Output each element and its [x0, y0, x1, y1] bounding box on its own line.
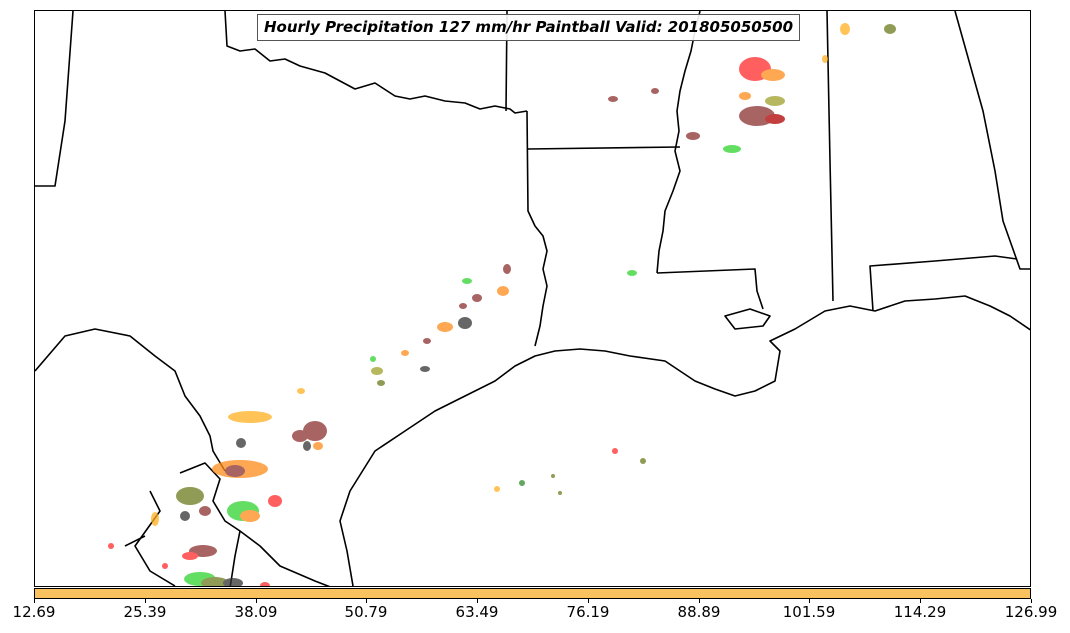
precip-blob: [313, 442, 323, 450]
mexico-state-border-3: [239, 530, 331, 586]
colorbar-tick: [1031, 599, 1032, 603]
ar-la-border: [527, 146, 681, 150]
colorbar-tick-label: 126.99: [1004, 603, 1058, 621]
colorbar-tick-label: 38.09: [234, 603, 278, 621]
colorbar-tick-label: 114.29: [893, 603, 947, 621]
colorbar-tick-label: 76.19: [566, 603, 610, 621]
precip-blob: [420, 366, 430, 372]
al-fl-border: [869, 255, 1018, 312]
mississippi-river: [656, 11, 701, 274]
colorbar-tick: [34, 599, 35, 603]
precip-blob: [423, 338, 431, 344]
ok-tx-border: [224, 11, 528, 114]
rio-grande: [35, 328, 226, 472]
precip-blob: [201, 577, 229, 586]
precip-blob: [558, 491, 562, 495]
precip-blob: [108, 543, 114, 549]
precip-blob: [437, 322, 453, 332]
precip-blob: [458, 317, 472, 329]
precip-blob: [640, 458, 646, 464]
precip-blob: [472, 294, 482, 302]
state-boundaries: [35, 11, 1030, 586]
precip-blob: [162, 563, 168, 569]
precip-blob: [260, 582, 270, 586]
precip-blob: [519, 480, 525, 486]
precip-blob: [840, 23, 850, 35]
precip-blob: [497, 286, 509, 296]
precip-blob: [151, 512, 159, 526]
precip-blob: [494, 486, 500, 492]
map-canvas: [35, 11, 1030, 586]
mexico-state-border-4: [124, 535, 146, 547]
map-panel: [34, 10, 1031, 587]
colorbar-tick: [256, 599, 257, 603]
colorbar-tick-label: 25.39: [123, 603, 167, 621]
precip-blob: [225, 465, 245, 477]
precip-blob: [297, 388, 305, 394]
al-ga-border: [954, 11, 1030, 270]
colorbar-tick-label: 50.79: [344, 603, 388, 621]
colorbar-tick-label: 101.59: [782, 603, 836, 621]
colorbar: [34, 588, 1031, 599]
map-title: Hourly Precipitation 127 mm/hr Paintball…: [257, 14, 801, 41]
colorbar-tick: [477, 599, 478, 603]
precip-blob: [236, 438, 246, 448]
precip-blob: [884, 24, 896, 34]
colorbar-tick: [699, 599, 700, 603]
colorbar-tick-label: 63.49: [455, 603, 499, 621]
precip-blob: [223, 578, 243, 586]
precip-blob: [459, 303, 467, 309]
precip-blob: [401, 350, 409, 356]
precip-blob: [371, 367, 383, 375]
precip-blob: [739, 92, 751, 100]
precip-blob: [268, 495, 282, 507]
colorbar-tick: [920, 599, 921, 603]
gulf-coast: [339, 295, 1030, 586]
precip-blob: [182, 552, 198, 560]
lake-pontchartrain: [724, 308, 771, 330]
precip-blob: [765, 96, 785, 106]
mexico-state-border-2: [134, 490, 176, 586]
nm-border: [35, 11, 74, 187]
precip-blob: [761, 69, 785, 81]
precip-blob: [199, 506, 211, 516]
precip-blob: [180, 511, 190, 521]
colorbar-tick-label: 12.69: [12, 603, 56, 621]
colorbar-tick: [145, 599, 146, 603]
precip-blob: [503, 264, 511, 274]
precip-blob: [765, 114, 785, 124]
la-ms-border: [656, 268, 764, 310]
colorbar-tick: [588, 599, 589, 603]
precip-blob: [176, 487, 204, 505]
precip-blob: [608, 96, 618, 102]
precip-blob: [822, 55, 828, 63]
precip-blob: [612, 448, 618, 454]
mexico-state-border-1: [179, 462, 241, 586]
ms-al-border: [826, 11, 834, 302]
precip-blob: [627, 270, 637, 276]
precip-blob: [292, 430, 308, 442]
precip-blob: [370, 356, 376, 362]
precip-blobs: [108, 23, 896, 586]
precip-blob: [240, 510, 260, 522]
precip-blob: [303, 441, 311, 451]
precip-blob: [686, 132, 700, 140]
colorbar-tick-label: 88.89: [677, 603, 721, 621]
colorbar-tick: [366, 599, 367, 603]
precip-blob: [377, 380, 385, 386]
precip-blob: [723, 145, 741, 153]
precip-blob: [228, 411, 272, 423]
precip-blob: [303, 421, 327, 441]
tx-la-border: [526, 110, 548, 347]
precip-blob: [551, 474, 555, 478]
precip-blob: [651, 88, 659, 94]
colorbar-tick: [809, 599, 810, 603]
precip-blob: [462, 278, 472, 284]
